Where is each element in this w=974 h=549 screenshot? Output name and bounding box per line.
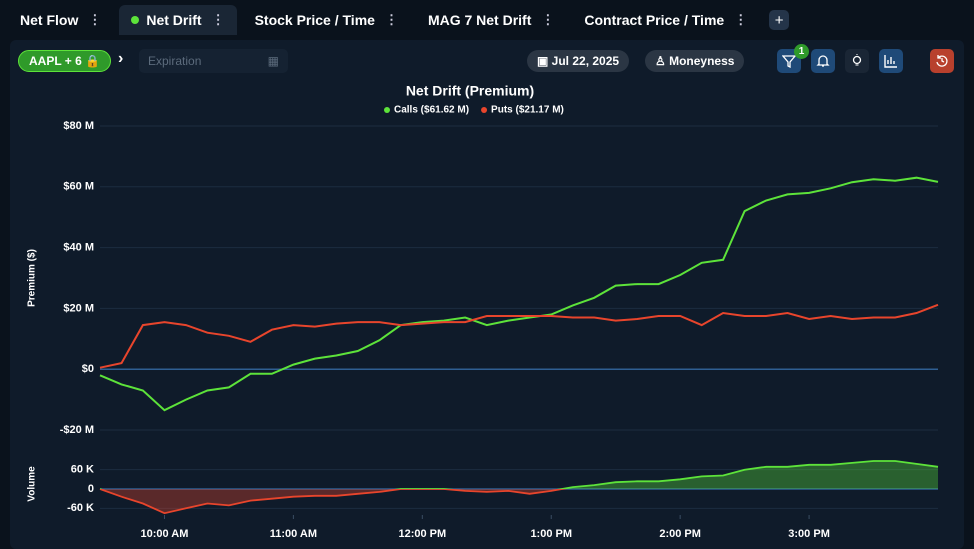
x-tick-label: 2:00 PM <box>659 528 701 540</box>
tab-label: Net Drift <box>146 12 202 28</box>
series-line <box>99 303 939 369</box>
y-tick-label: $80 M <box>63 120 94 132</box>
x-tick-label: 10:00 AM <box>141 528 189 540</box>
legend-label: Calls ($61.62 M) <box>394 105 469 116</box>
x-tick-label: 1:00 PM <box>530 528 572 540</box>
filter-badge: 1 <box>794 44 809 59</box>
x-tick-label: 3:00 PM <box>788 528 830 540</box>
y-tick-label: 60 K <box>71 464 94 476</box>
series-line <box>99 176 939 412</box>
legend-marker <box>384 107 390 113</box>
chevron[interactable]: › <box>118 50 124 67</box>
y-tick-label: $0 <box>82 363 94 375</box>
y-tick-label: $60 M <box>63 181 94 193</box>
y-tick-label: -60 K <box>67 502 94 514</box>
y-tick-label: $20 M <box>63 302 94 314</box>
chart-button[interactable] <box>879 49 903 73</box>
chart-title: Net Drift (Premium) <box>406 83 534 99</box>
y-axis-label: Volume <box>27 466 38 502</box>
x-tick-label: 11:00 AM <box>270 528 317 540</box>
volume-area <box>100 461 938 489</box>
reset-button[interactable] <box>930 49 954 73</box>
tab[interactable]: Stock Price / Time ⋮ <box>254 12 398 28</box>
date: Jul 22, 2025 <box>551 54 620 68</box>
y-tick-label: $40 M <box>63 242 94 254</box>
idea-button[interactable] <box>845 49 869 73</box>
moneyness: Moneyness <box>669 54 735 68</box>
volume-line <box>100 460 939 489</box>
alert-button[interactable] <box>811 49 835 73</box>
y-tick-label: 0 <box>88 483 94 495</box>
tab-label: Contract Price / Time <box>584 12 725 28</box>
chart-panel <box>10 40 964 549</box>
placeholder: Expiration <box>148 54 202 68</box>
tab-label: MAG 7 Net Drift <box>427 12 532 28</box>
tab[interactable]: Contract Price / Time ⋮ <box>584 12 748 28</box>
legend-marker <box>481 107 488 113</box>
moneyness-chip[interactable]: ♙ Moneyness <box>645 50 745 72</box>
tab[interactable]: MAG 7 Net Drift ⋮ <box>427 12 555 28</box>
tab[interactable]: Net Flow ⋮ <box>20 12 102 28</box>
add-tab[interactable]: + <box>769 10 790 30</box>
volume-line <box>99 489 568 515</box>
date-chip[interactable]: ▣ Jul 22, 2025 <box>527 50 630 72</box>
tab-bar: Net Flow ⋮ Net Drift ⋮ Stock Price / Time ⋮… <box>0 0 974 40</box>
ticker: AAPL + 6 <box>29 54 82 68</box>
tab-label: Stock Price / Time <box>254 12 375 28</box>
x-tick-label: 12:00 PM <box>398 528 446 540</box>
legend-label: Puts ($21.17 M) <box>491 105 564 116</box>
expiration-input[interactable]: Expiration ▦ <box>139 49 288 73</box>
y-axis-label: Premium ($) <box>27 249 38 307</box>
volume-area <box>100 489 938 514</box>
y-tick-label: -$20 M <box>60 424 94 436</box>
tab-label: Net Flow <box>20 12 79 28</box>
ticker-chip[interactable]: AAPL + 6 🔒 <box>18 50 112 72</box>
tab[interactable]: Net Drift ⋮ <box>119 5 237 35</box>
